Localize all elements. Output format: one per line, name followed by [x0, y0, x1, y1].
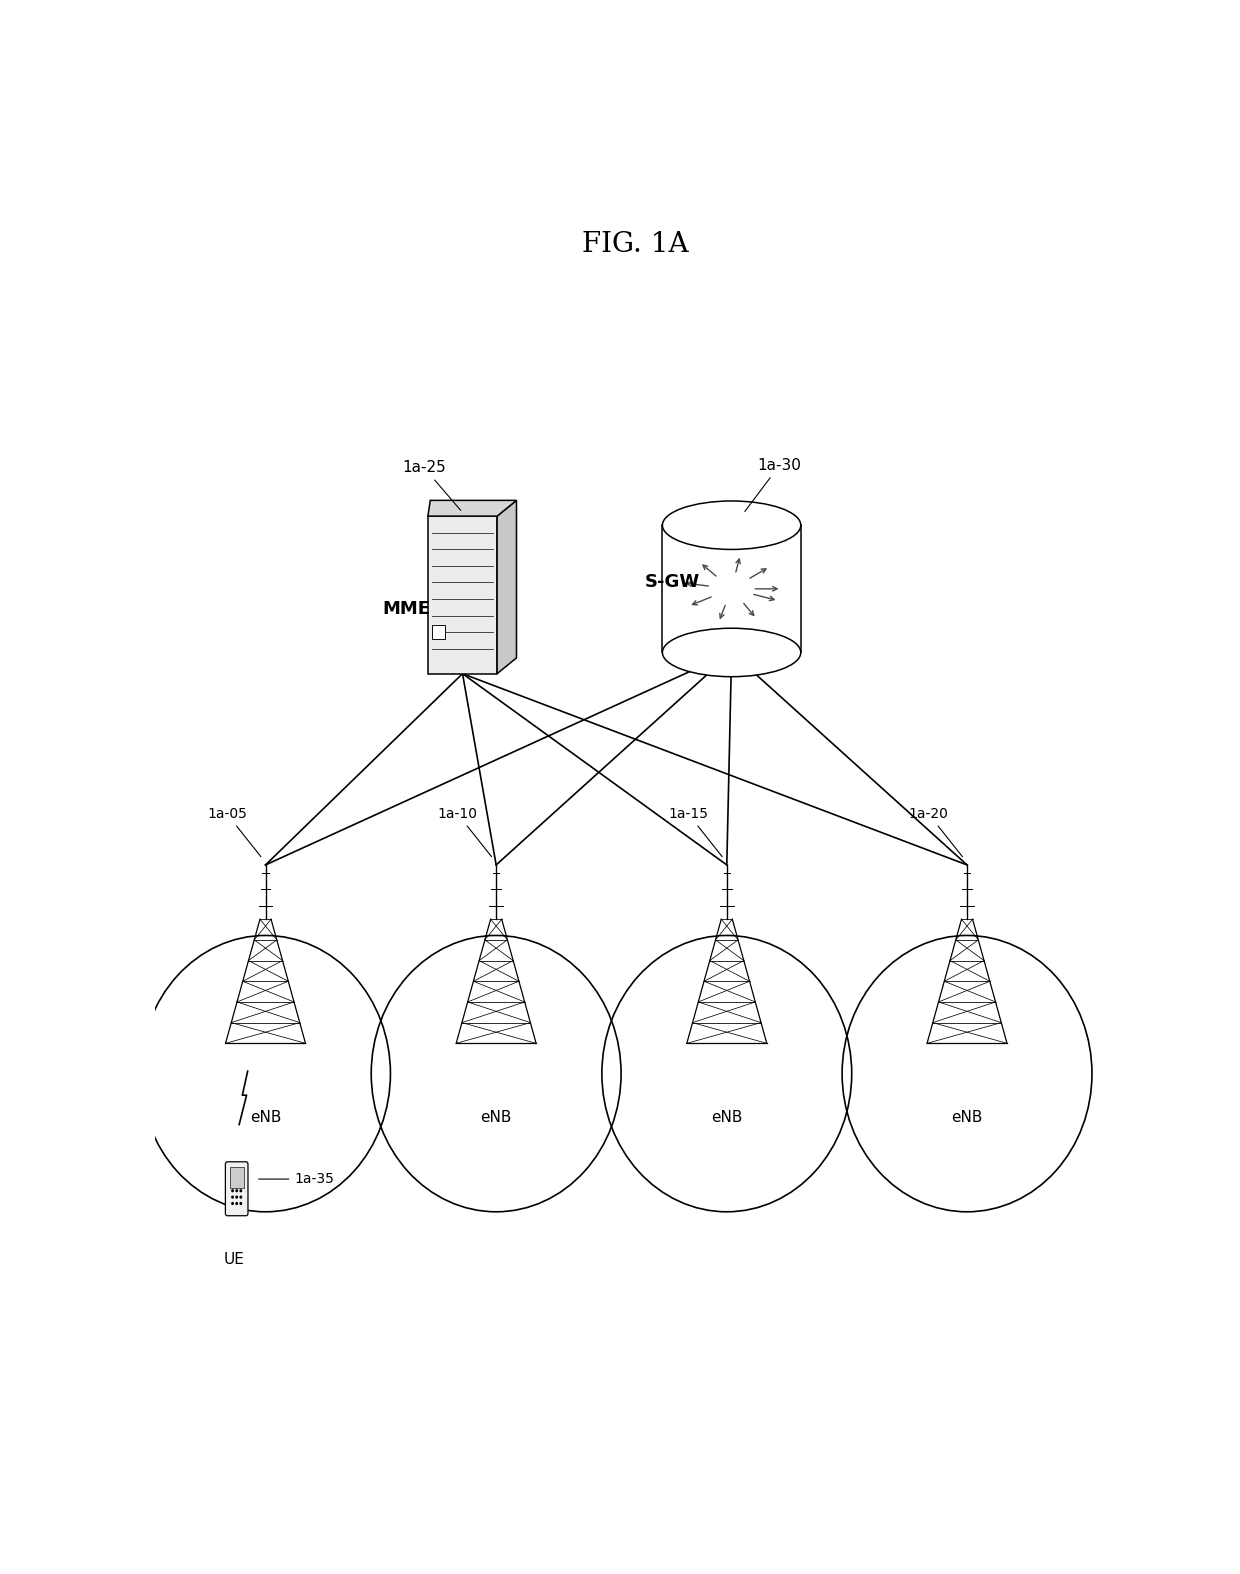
Text: 1a-15: 1a-15	[668, 807, 722, 856]
Bar	[428, 516, 497, 674]
Circle shape	[241, 1196, 242, 1198]
FancyBboxPatch shape	[226, 1162, 248, 1215]
Text: MME: MME	[383, 600, 430, 619]
Text: 1a-25: 1a-25	[402, 460, 461, 510]
Circle shape	[236, 1196, 237, 1198]
Text: eNB: eNB	[951, 1110, 983, 1125]
Circle shape	[232, 1196, 233, 1198]
Polygon shape	[428, 501, 517, 516]
Circle shape	[232, 1190, 233, 1192]
Circle shape	[232, 1203, 233, 1204]
Text: 1a-05: 1a-05	[207, 807, 260, 856]
Ellipse shape	[662, 628, 801, 677]
Ellipse shape	[662, 501, 801, 549]
Circle shape	[241, 1203, 242, 1204]
Text: eNB: eNB	[249, 1110, 281, 1125]
Bar	[432, 625, 444, 639]
Text: 1a-20: 1a-20	[909, 807, 962, 856]
Text: 1a-10: 1a-10	[438, 807, 491, 856]
Circle shape	[236, 1203, 237, 1204]
Text: 1a-35: 1a-35	[259, 1173, 335, 1187]
Circle shape	[241, 1190, 242, 1192]
Circle shape	[236, 1190, 237, 1192]
Bar	[229, 1168, 244, 1188]
Polygon shape	[497, 501, 517, 674]
Text: S-GW: S-GW	[645, 573, 699, 590]
Text: FIG. 1A: FIG. 1A	[583, 231, 688, 258]
Text: 1a-30: 1a-30	[745, 458, 801, 512]
Text: eNB: eNB	[711, 1110, 743, 1125]
Text: eNB: eNB	[480, 1110, 512, 1125]
Text: UE: UE	[223, 1251, 244, 1267]
